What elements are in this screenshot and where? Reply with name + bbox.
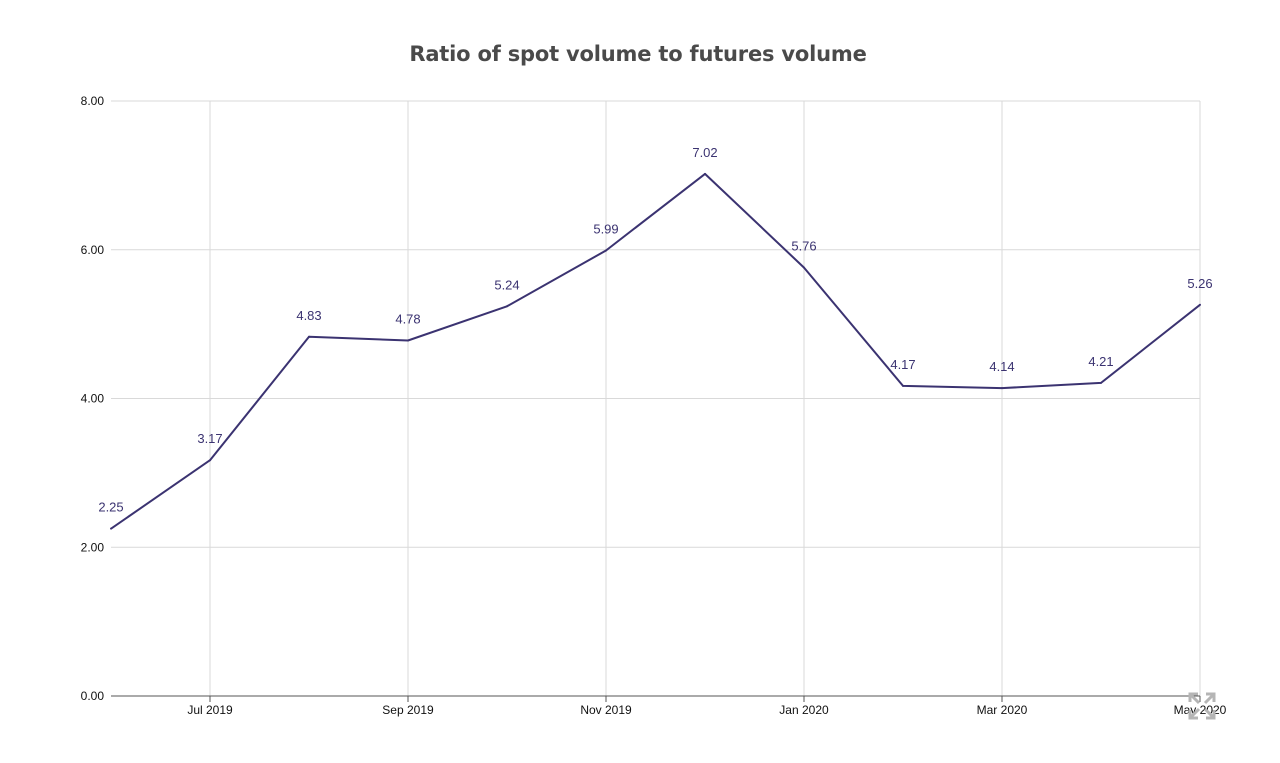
- x-tick-label: Mar 2020: [977, 703, 1028, 717]
- data-label: 5.76: [791, 239, 816, 254]
- y-axis-ticks: 0.00 2.00 4.00 6.00 8.00: [81, 94, 105, 703]
- data-label: 2.25: [98, 500, 123, 515]
- data-point: [704, 172, 706, 175]
- data-point: [1001, 387, 1003, 390]
- data-point: [308, 335, 310, 338]
- data-label: 4.83: [296, 308, 321, 323]
- y-tick-label: 4.00: [81, 392, 105, 406]
- data-label: 4.78: [395, 311, 420, 326]
- series-group: [110, 172, 1201, 530]
- data-label: 4.14: [989, 359, 1014, 374]
- data-point: [1199, 303, 1201, 306]
- data-label: 3.17: [197, 431, 222, 446]
- y-tick-label: 6.00: [81, 243, 105, 257]
- data-label: 5.99: [593, 221, 618, 236]
- data-point: [209, 459, 211, 462]
- data-point: [407, 339, 409, 342]
- y-tick-label: 0.00: [81, 689, 105, 703]
- data-label: 5.24: [494, 277, 519, 292]
- data-label: 4.17: [890, 357, 915, 372]
- data-point: [803, 266, 805, 269]
- x-tick-label: Jan 2020: [779, 703, 829, 717]
- data-point: [506, 305, 508, 308]
- y-tick-label: 2.00: [81, 540, 105, 554]
- data-label: 7.02: [692, 145, 717, 160]
- data-label: 4.21: [1088, 354, 1113, 369]
- data-label: 5.26: [1187, 276, 1212, 291]
- grid-lines: [111, 100, 1201, 696]
- expand-icon[interactable]: [1188, 692, 1216, 720]
- data-point: [1100, 381, 1102, 384]
- chart-title: Ratio of spot volume to futures volume: [409, 42, 867, 66]
- data-point: [110, 527, 112, 530]
- x-tick-label: Nov 2019: [580, 703, 632, 717]
- x-tick-label: May 2020: [1174, 703, 1227, 717]
- y-tick-label: 8.00: [81, 94, 105, 108]
- data-point: [902, 384, 904, 387]
- x-axis-ticks: Jul 2019 Sep 2019 Nov 2019 Jan 2020 Mar 2020…: [187, 696, 1227, 717]
- data-labels: 2.25 3.17 4.83 4.78 5.24 5.99 7.02 5.76 4.17 4.14…: [98, 145, 1212, 515]
- data-point: [605, 249, 607, 252]
- series-line: [110, 172, 1201, 530]
- x-tick-label: Jul 2019: [187, 703, 233, 717]
- x-tick-label: Sep 2019: [382, 703, 434, 717]
